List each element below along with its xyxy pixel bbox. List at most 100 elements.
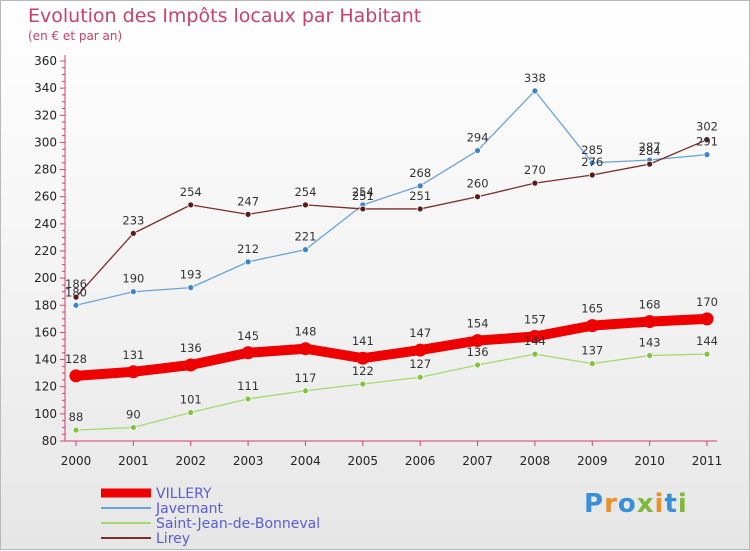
y-tick-label: 140	[34, 353, 57, 367]
data-label-javernant: 287	[639, 140, 661, 154]
data-label-villery: 147	[409, 326, 431, 340]
data-point-villery	[643, 315, 657, 329]
data-point-lirey	[474, 193, 481, 201]
x-tick-label: 2009	[577, 454, 608, 468]
data-point-lirey	[703, 136, 711, 144]
data-label-lirey: 254	[294, 185, 316, 199]
data-label-javernant: 254	[352, 185, 374, 199]
data-label-saint-jean-de-bonneval: 122	[352, 364, 374, 378]
data-point-lirey	[416, 205, 424, 213]
data-label-villery: 168	[639, 298, 661, 312]
data-label-villery: 157	[524, 313, 546, 327]
data-point-saint-jean-de-bonneval	[244, 395, 252, 403]
data-label-javernant: 180	[65, 285, 87, 299]
y-tick-label: 180	[34, 298, 57, 312]
data-label-saint-jean-de-bonneval: 143	[639, 336, 661, 350]
data-point-saint-jean-de-bonneval	[72, 426, 80, 434]
data-point-javernant	[703, 151, 711, 159]
y-tick-label: 200	[34, 271, 57, 285]
y-tick-label: 100	[34, 407, 57, 421]
data-label-javernant: 193	[180, 268, 202, 282]
data-label-javernant: 190	[122, 272, 144, 286]
data-point-javernant	[531, 87, 539, 95]
data-point-javernant	[244, 258, 252, 266]
y-tick-label: 240	[34, 217, 57, 231]
x-tick-label: 2002	[175, 454, 206, 468]
chart-subtitle: (en € et par an)	[28, 29, 123, 43]
x-tick-label: 2005	[348, 454, 379, 468]
data-point-villery	[413, 343, 427, 357]
data-label-lirey: 284	[639, 144, 661, 158]
data-label-lirey: 254	[180, 185, 202, 199]
data-label-villery: 170	[696, 295, 718, 309]
data-point-lirey	[129, 229, 137, 237]
legend-label-javernant: Javernant	[155, 501, 223, 517]
x-tick-label: 2000	[61, 454, 92, 468]
proxiti-logo: Proxiti	[584, 489, 688, 519]
data-point-lirey	[588, 171, 596, 179]
x-tick-label: 2004	[290, 454, 321, 468]
data-point-lirey	[244, 210, 252, 218]
data-label-javernant: 294	[467, 131, 489, 145]
data-point-saint-jean-de-bonneval	[703, 350, 711, 358]
x-tick-label: 2007	[462, 454, 493, 468]
data-point-saint-jean-de-bonneval	[531, 350, 539, 358]
data-point-saint-jean-de-bonneval	[359, 380, 367, 388]
data-label-javernant: 338	[524, 71, 546, 85]
data-point-saint-jean-de-bonneval	[646, 352, 654, 359]
chart-title: Evolution des Impôts locaux par Habitant	[28, 5, 422, 27]
x-tick-label: 2006	[405, 454, 436, 468]
data-label-saint-jean-de-bonneval: 137	[581, 344, 603, 358]
data-point-villery	[126, 365, 140, 379]
data-point-villery	[184, 358, 198, 372]
data-label-lirey: 186	[65, 277, 87, 291]
data-label-lirey: 251	[352, 189, 374, 203]
data-label-villery: 145	[237, 329, 259, 343]
data-point-villery	[69, 369, 83, 383]
data-label-lirey: 302	[696, 120, 718, 134]
data-label-javernant: 212	[237, 242, 259, 256]
data-label-saint-jean-de-bonneval: 88	[69, 410, 84, 424]
data-point-saint-jean-de-bonneval	[474, 361, 481, 369]
data-point-saint-jean-de-bonneval	[302, 387, 309, 395]
data-label-saint-jean-de-bonneval: 136	[467, 345, 489, 359]
y-tick-label: 160	[34, 325, 57, 339]
data-label-lirey: 233	[122, 213, 144, 227]
data-label-saint-jean-de-bonneval: 117	[294, 371, 316, 385]
data-label-saint-jean-de-bonneval: 90	[126, 407, 141, 421]
data-point-villery	[356, 351, 370, 365]
series-line-villery	[71, 313, 712, 381]
data-label-javernant: 268	[409, 166, 431, 180]
x-tick-label: 2003	[233, 454, 264, 468]
data-label-saint-jean-de-bonneval: 127	[409, 357, 431, 371]
data-label-villery: 128	[65, 352, 87, 366]
data-label-saint-jean-de-bonneval: 111	[237, 379, 259, 393]
data-point-villery	[528, 330, 542, 343]
legend-label-saint-jean-de-bonneval: Saint-Jean-de-Bonneval	[156, 516, 320, 532]
legend-label-lirey: Lirey	[156, 531, 190, 547]
data-point-villery	[471, 334, 485, 348]
data-point-lirey	[72, 293, 80, 301]
y-tick-label: 360	[34, 54, 57, 68]
data-label-lirey: 251	[409, 189, 431, 203]
y-tick-label: 220	[34, 244, 57, 258]
data-point-saint-jean-de-bonneval	[588, 360, 596, 368]
data-point-lirey	[646, 160, 654, 168]
data-point-javernant	[187, 284, 195, 292]
data-label-lirey: 247	[237, 194, 259, 208]
x-tick-label: 2011	[692, 454, 723, 468]
x-tick-label: 2008	[520, 454, 551, 468]
data-point-saint-jean-de-bonneval	[416, 373, 424, 381]
data-label-lirey: 260	[467, 177, 489, 191]
y-tick-label: 320	[34, 108, 57, 122]
y-tick-label: 340	[34, 81, 57, 95]
data-label-javernant: 285	[581, 143, 603, 157]
data-point-lirey	[531, 179, 539, 187]
data-label-villery: 136	[180, 341, 202, 355]
y-tick-label: 80	[42, 434, 57, 448]
data-point-javernant	[474, 147, 481, 154]
data-point-villery	[241, 346, 255, 360]
data-label-saint-jean-de-bonneval: 101	[180, 393, 202, 407]
data-point-javernant	[588, 159, 596, 167]
